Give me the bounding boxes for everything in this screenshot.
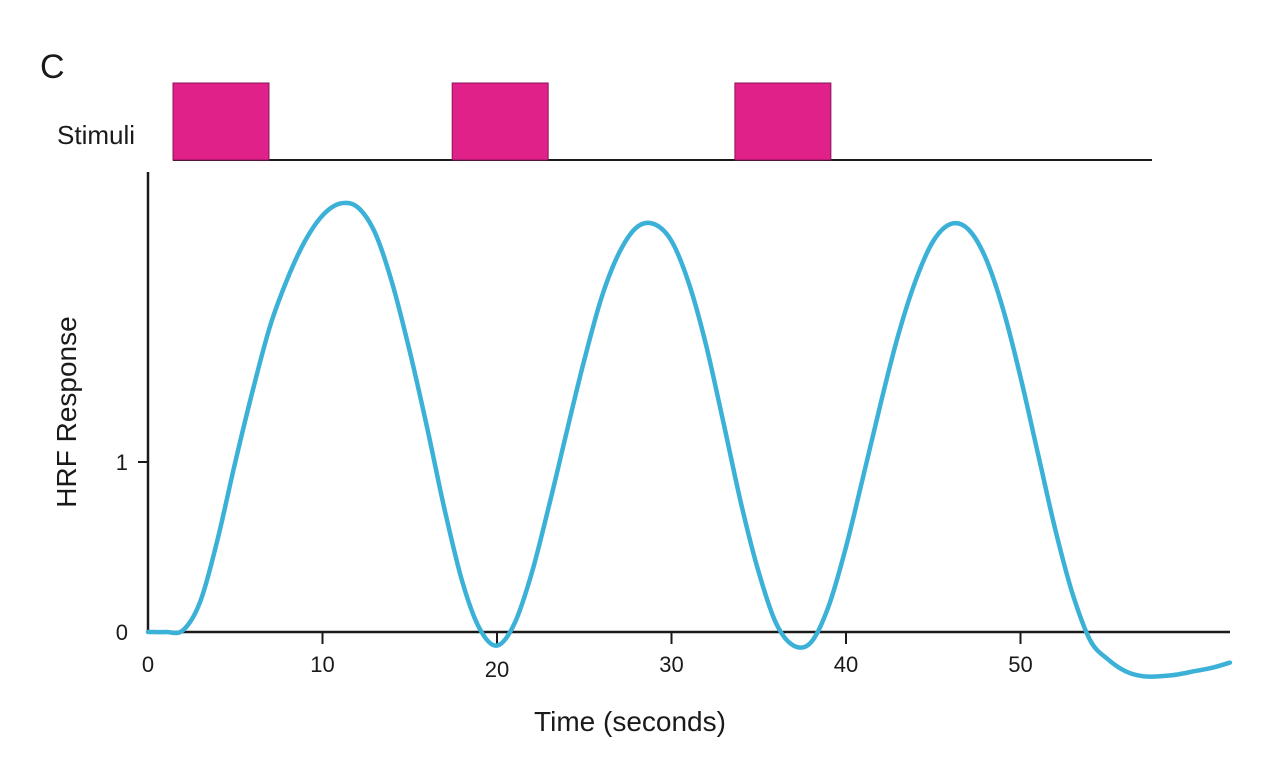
- series-layer: [145, 200, 1233, 679]
- x-tick-label-20: 20: [485, 657, 509, 682]
- stimulus-block-1: [172, 82, 270, 161]
- y-tick-label-1: 1: [116, 450, 128, 475]
- stimuli-blocks: [172, 82, 832, 161]
- y-tick-label-0: 0: [116, 620, 128, 645]
- hrf-series-line-1: [145, 200, 1233, 679]
- y-axis-title: HRF Response: [51, 316, 82, 507]
- stimuli-label: Stimuli: [57, 120, 135, 150]
- stimulus-block-3: [734, 82, 832, 161]
- x-tick-label-50: 50: [1008, 652, 1032, 677]
- stimulus-block-2: [451, 82, 549, 161]
- x-axis-title: Time (seconds): [534, 706, 726, 737]
- x-tick-label-10: 10: [310, 652, 334, 677]
- x-ticks: 0 10 20 30 40 50: [142, 632, 1033, 682]
- x-tick-label-30: 30: [659, 652, 683, 677]
- x-tick-label-0: 0: [142, 652, 154, 677]
- y-ticks: 01: [116, 450, 148, 645]
- panel-label: C: [40, 48, 65, 86]
- x-tick-label-40: 40: [834, 652, 858, 677]
